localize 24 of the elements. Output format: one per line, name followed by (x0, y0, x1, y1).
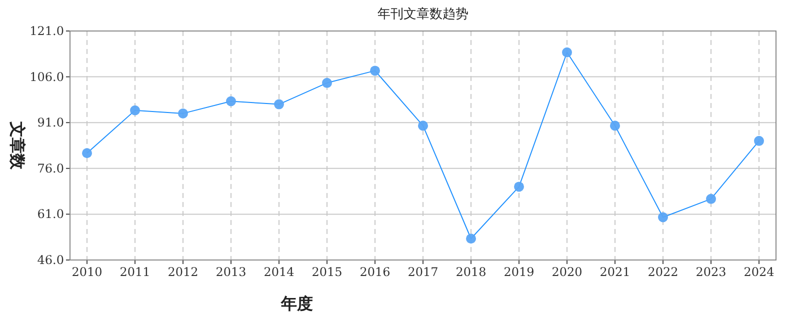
x-axis-title: 年度 (280, 294, 313, 313)
x-tick-label: 2015 (312, 265, 342, 279)
x-tick-label: 2024 (744, 265, 775, 279)
y-tick-label: 46.0 (37, 253, 64, 267)
y-axis-title: 文章数 (8, 120, 27, 170)
x-tick-label: 2017 (408, 265, 438, 279)
x-tick-label: 2019 (504, 265, 534, 279)
x-tick-label: 2018 (456, 265, 486, 279)
x-tick-label: 2016 (360, 265, 390, 279)
x-tick-label: 2022 (648, 265, 678, 279)
x-tick-label: 2011 (120, 265, 150, 279)
y-tick-label: 61.0 (37, 207, 64, 222)
y-tick-label: 121.0 (30, 24, 64, 38)
chart-title: 年刊文章数趋势 (378, 7, 468, 22)
y-tick-label: 76.0 (37, 161, 64, 176)
x-tick-label: 2013 (216, 265, 246, 279)
x-tick-label: 2012 (168, 265, 198, 279)
x-tick-label: 2021 (600, 265, 630, 279)
x-tick-label: 2010 (72, 265, 102, 279)
x-tick-label: 2014 (264, 265, 295, 279)
x-tick-label: 2023 (696, 265, 726, 279)
y-tick-label: 91.0 (37, 116, 64, 130)
y-tick-label: 106.0 (30, 70, 64, 84)
x-tick-label: 2020 (552, 265, 582, 279)
